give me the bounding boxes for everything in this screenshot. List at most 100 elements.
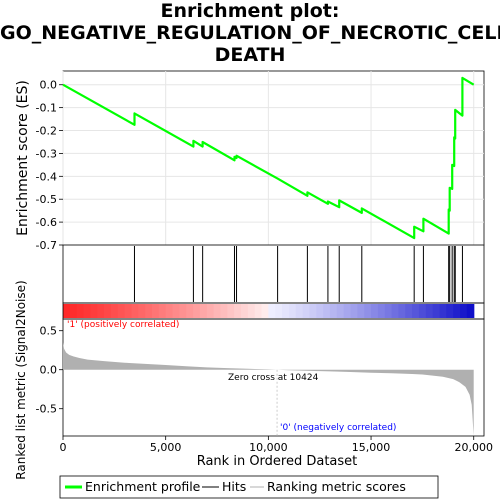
ranking-metric-fill: [63, 342, 474, 436]
heatbar-segment: [145, 304, 153, 318]
heatbar-segment: [261, 304, 269, 318]
heatbar-segment: [117, 304, 126, 318]
negative-label: '0' (negatively correlated): [280, 423, 396, 433]
es-y-axis-label: Enrichment score (ES): [15, 80, 31, 236]
xtick-label: 0: [60, 441, 67, 454]
heatbar-segment: [69, 304, 78, 318]
heatbar-segment: [288, 304, 297, 318]
heatbar-segment: [398, 304, 406, 318]
metric-panel-frame: [62, 318, 485, 437]
es-ytick-label: 0.0: [40, 79, 58, 92]
heatbar-segment: [158, 304, 167, 318]
heatbar-segment: [186, 304, 194, 318]
heatbar-segment: [309, 304, 317, 318]
heatbar-segment: [343, 304, 352, 318]
xtick-label: 10,000: [249, 441, 288, 454]
heatbar-segment: [466, 304, 475, 318]
ranking-metric-area: [63, 342, 474, 436]
metric-ytick-label: 0.0: [40, 364, 58, 377]
heatbar-segment: [425, 304, 434, 318]
es-ytick-label: -0.4: [36, 170, 57, 183]
chart-title: Enrichment plot: GO_NEGATIVE_REGULATION_…: [0, 0, 500, 66]
heatbar-segment: [227, 304, 235, 318]
x-ticks: 0 5,000 10,000 15,000 20,000: [60, 436, 493, 454]
metric-y-ticks: 0.5 0.0 -0.5: [36, 325, 63, 416]
heatbar-segment: [254, 304, 263, 318]
legend-ranking-label: Ranking metric scores: [267, 479, 406, 494]
metric-ytick-label: -0.5: [36, 403, 57, 416]
heatbar-segment: [282, 304, 290, 318]
title-line-3: DEATH: [214, 44, 286, 66]
heatbar-segment: [124, 304, 133, 318]
heatbar-segment: [151, 304, 160, 318]
es-ytick-label: -0.3: [36, 147, 57, 160]
heatbar-segment: [350, 304, 358, 318]
heatbar-segment: [138, 304, 146, 318]
es-panel-frame: [62, 70, 485, 246]
heatbar-segment: [453, 304, 461, 318]
heatbar-segment: [295, 304, 304, 318]
metric-ytick-label: 0.5: [40, 325, 58, 338]
es-ytick-label: -0.2: [36, 125, 57, 138]
es-y-ticks: 0.0 -0.1 -0.2 -0.3 -0.4 -0.5 -0.6 -0.7: [36, 79, 63, 252]
heatbar-segment: [97, 304, 105, 318]
heatbar-segment: [316, 304, 324, 318]
heatbar-segment: [275, 304, 283, 318]
heatbar-segment: [234, 304, 242, 318]
title-line-2: GO_NEGATIVE_REGULATION_OF_NECROTIC_CELL_: [0, 22, 500, 44]
heatbar-segment: [110, 304, 119, 318]
heatbar-segment: [104, 304, 112, 318]
es-ytick-label: -0.7: [36, 239, 57, 252]
es-ytick-label: -0.1: [36, 102, 57, 115]
hit-markers: [133, 246, 463, 302]
heatbar-segment: [439, 304, 447, 318]
legend-box: [59, 475, 439, 499]
heatbar-segment: [371, 304, 379, 318]
metric-y-axis-label: Ranked list metric (Signal2Noise): [14, 280, 28, 479]
es-ytick-label: -0.6: [36, 216, 57, 229]
positive-label: '1' (positively correlated): [67, 320, 179, 330]
title-line-1: Enrichment plot:: [160, 0, 340, 22]
heatbar-segment: [240, 304, 249, 318]
heatbar-segment: [179, 304, 187, 318]
x-axis-label: Rank in Ordered Dataset: [197, 454, 358, 469]
heatbar-segment: [323, 304, 331, 318]
heatbar-segment: [357, 304, 365, 318]
enrichment-line: [62, 76, 475, 240]
heatbar-segment: [131, 304, 139, 318]
heatbar-segment: [377, 304, 386, 318]
heatbar-segment: [193, 304, 201, 318]
xtick-label: 20,000: [454, 441, 493, 454]
heatbar-segment: [336, 304, 345, 318]
hits-panel-frame: [62, 244, 485, 304]
heatbar-segment: [172, 304, 180, 318]
heatbar-segment: [329, 304, 338, 318]
heatbar-segment: [302, 304, 311, 318]
heatbar-segment: [460, 304, 468, 318]
heatbar-segment: [405, 304, 413, 318]
legend-hits-label: Hits: [222, 479, 246, 494]
heatbar-segment: [220, 304, 228, 318]
heatbar-segment: [199, 304, 208, 318]
es-ytick-label: -0.5: [36, 193, 57, 206]
heatbar-segment: [83, 304, 91, 318]
heatbar-segment: [247, 304, 256, 318]
heatbar-segment: [432, 304, 441, 318]
enrichment-profile-line: [62, 76, 475, 240]
heatbar-segment: [206, 304, 215, 318]
heatbar-segment: [76, 304, 85, 318]
heatbar-segment: [90, 304, 98, 318]
heatbar-segment: [446, 304, 454, 318]
heatbar-segment: [418, 304, 427, 318]
heatbar-segment: [268, 304, 276, 318]
rank-color-bar: [63, 304, 475, 318]
heatbar-segment: [412, 304, 420, 318]
heatbar-segment: [364, 304, 372, 318]
heatbar-segment: [384, 304, 393, 318]
xtick-label: 5,000: [150, 441, 182, 454]
heatbar-segment: [391, 304, 400, 318]
zero-cross-label: Zero cross at 10424: [228, 373, 319, 383]
legend-enrichment-label: Enrichment profile: [85, 479, 201, 494]
heatbar-segment: [63, 304, 71, 318]
